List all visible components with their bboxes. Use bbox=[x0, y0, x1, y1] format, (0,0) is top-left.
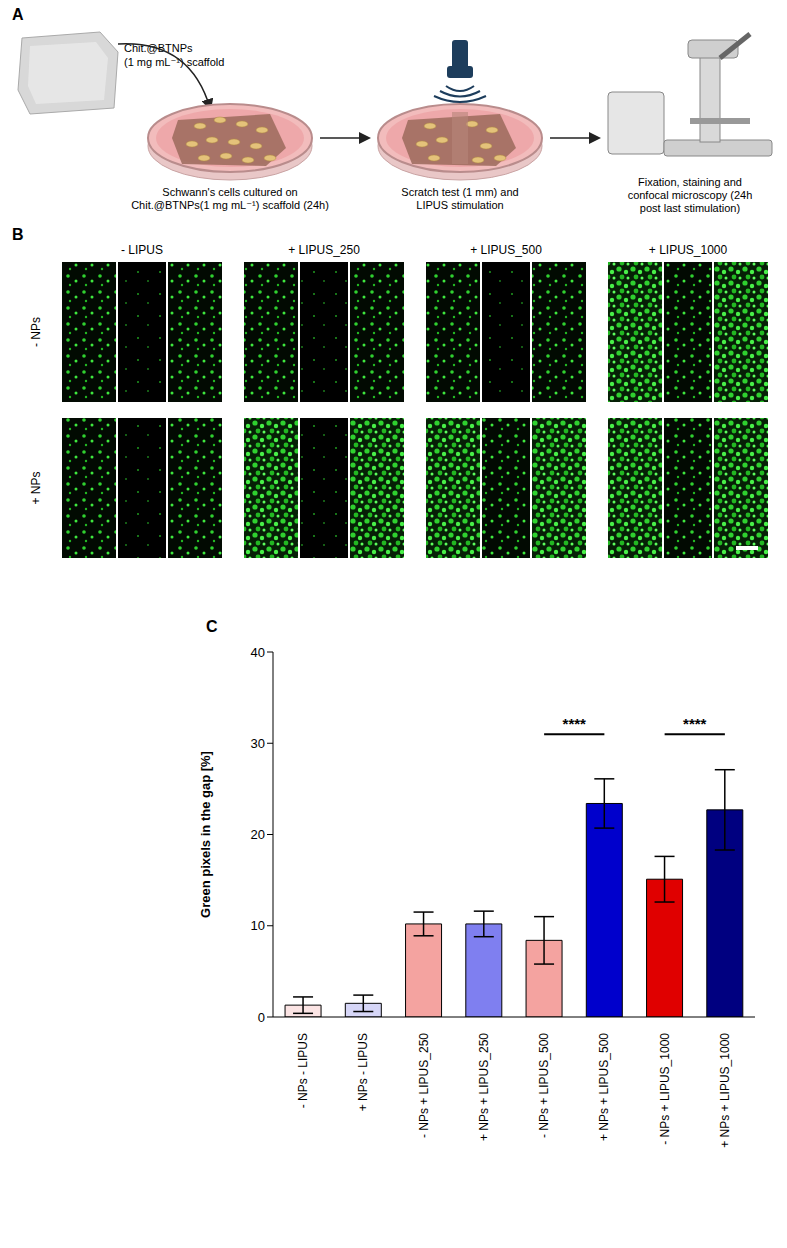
svg-text:- LIPUS: - LIPUS bbox=[121, 243, 163, 257]
svg-text:- NPs + LIPUS_1000: - NPs + LIPUS_1000 bbox=[658, 1033, 672, 1145]
svg-text:+ LIPUS_1000: + LIPUS_1000 bbox=[649, 243, 728, 257]
svg-text:10: 10 bbox=[251, 918, 265, 933]
svg-text:- NPs + LIPUS_250: - NPs + LIPUS_250 bbox=[417, 1033, 431, 1138]
svg-text:+ NPs + LIPUS_1000: + NPs + LIPUS_1000 bbox=[718, 1033, 732, 1148]
svg-text:+ NPs + LIPUS_250: + NPs + LIPUS_250 bbox=[477, 1033, 491, 1141]
svg-text:****: **** bbox=[563, 715, 587, 732]
svg-text:30: 30 bbox=[251, 736, 265, 751]
svg-text:Scratch test (1 mm) and: Scratch test (1 mm) and bbox=[401, 186, 518, 198]
svg-text:- NPs + LIPUS_500: - NPs + LIPUS_500 bbox=[537, 1033, 551, 1138]
svg-text:Chit.@BTNPs(1 mg mL⁻¹) scaffol: Chit.@BTNPs(1 mg mL⁻¹) scaffold (24h) bbox=[131, 199, 329, 211]
svg-text:+ NPs + LIPUS_500: + NPs + LIPUS_500 bbox=[597, 1033, 611, 1141]
svg-text:40: 40 bbox=[251, 645, 265, 660]
html-text:C: C bbox=[206, 618, 218, 635]
svg-text:+ LIPUS_500: + LIPUS_500 bbox=[470, 243, 542, 257]
svg-text:- NPs - LIPUS: - NPs - LIPUS bbox=[296, 1033, 310, 1108]
svg-text:(1 mg mL⁻¹) scaffold: (1 mg mL⁻¹) scaffold bbox=[124, 56, 224, 68]
svg-text:+ NPs: + NPs bbox=[29, 471, 43, 504]
svg-text:Fixation, staining and: Fixation, staining and bbox=[638, 176, 742, 188]
svg-text:Schwann's cells cultured on: Schwann's cells cultured on bbox=[162, 186, 297, 198]
svg-text:20: 20 bbox=[251, 827, 265, 842]
svg-text:A: A bbox=[12, 6, 24, 23]
svg-text:Green pixels in the gap [%]: Green pixels in the gap [%] bbox=[198, 751, 213, 918]
svg-text:confocal microscopy (24h: confocal microscopy (24h bbox=[628, 189, 753, 201]
svg-text:B: B bbox=[12, 226, 24, 243]
svg-text:post last stimulation): post last stimulation) bbox=[640, 202, 740, 214]
svg-text:0: 0 bbox=[258, 1010, 265, 1025]
svg-text:- NPs: - NPs bbox=[29, 317, 43, 347]
svg-text:+ NPs - LIPUS: + NPs - LIPUS bbox=[356, 1033, 370, 1111]
svg-text:LIPUS stimulation: LIPUS stimulation bbox=[416, 199, 503, 211]
svg-text:+ LIPUS_250: + LIPUS_250 bbox=[288, 243, 360, 257]
svg-text:****: **** bbox=[683, 715, 707, 732]
svg-text:Chit.@BTNPs: Chit.@BTNPs bbox=[124, 42, 193, 54]
